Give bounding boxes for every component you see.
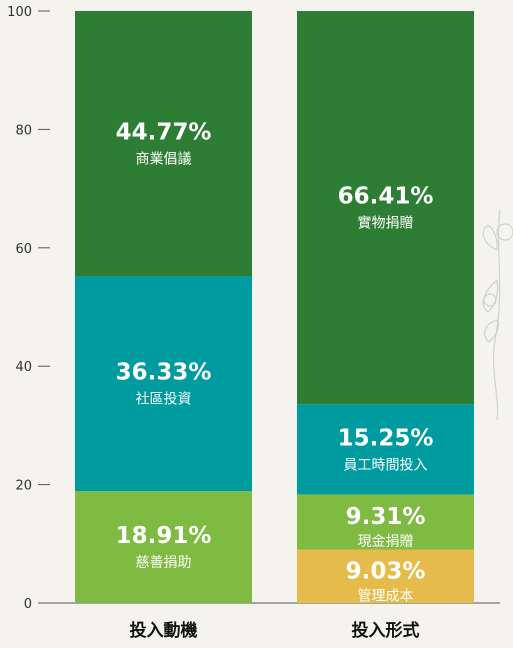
bar-segment bbox=[297, 549, 474, 603]
segment-name-label: 實物捐贈 bbox=[358, 215, 414, 232]
segment-value-label: 44.77% bbox=[116, 119, 212, 145]
segment-name-label: 員工時間投入 bbox=[344, 457, 428, 473]
segment-name-label: 慈善捐助 bbox=[136, 555, 192, 571]
y-tick-label: 20 bbox=[15, 479, 32, 494]
botanical-illustration bbox=[482, 209, 513, 421]
bar-segment bbox=[297, 404, 474, 495]
x-axis-labels: 投入動機 投入形式 bbox=[130, 620, 420, 641]
segment-value-label: 66.41% bbox=[338, 184, 434, 210]
y-tick-label: 60 bbox=[15, 242, 32, 257]
y-tick-label: 40 bbox=[15, 360, 32, 375]
bar-segment bbox=[75, 491, 252, 603]
y-tick-label: 80 bbox=[15, 123, 32, 138]
segment-name-label: 現金捐贈 bbox=[358, 534, 414, 550]
bar-segment bbox=[75, 275, 252, 492]
segment-value-label: 9.31% bbox=[346, 504, 426, 530]
segment-value-label: 15.25% bbox=[338, 425, 434, 451]
bar-segment bbox=[75, 10, 252, 276]
y-tick-label: 100 bbox=[7, 5, 32, 20]
bar-segment bbox=[297, 11, 474, 405]
bars: 18.91% 慈善捐助 36.33% 社區投資 44.77% 商業倡議 9.03% 管理成本 9… bbox=[75, 10, 474, 604]
bar-segment bbox=[297, 494, 474, 550]
x-category-label: 投入動機 bbox=[130, 620, 198, 641]
segment-value-label: 9.03% bbox=[346, 558, 426, 584]
segment-name-label: 社區投資 bbox=[136, 392, 192, 408]
y-tick-label: 0 bbox=[24, 597, 32, 612]
segment-name-label: 商業倡議 bbox=[136, 150, 192, 167]
segment-value-label: 18.91% bbox=[116, 523, 212, 549]
segment-name-label: 管理成本 bbox=[358, 588, 414, 604]
segment-value-label: 36.33% bbox=[116, 360, 212, 386]
x-category-label: 投入形式 bbox=[352, 620, 420, 641]
